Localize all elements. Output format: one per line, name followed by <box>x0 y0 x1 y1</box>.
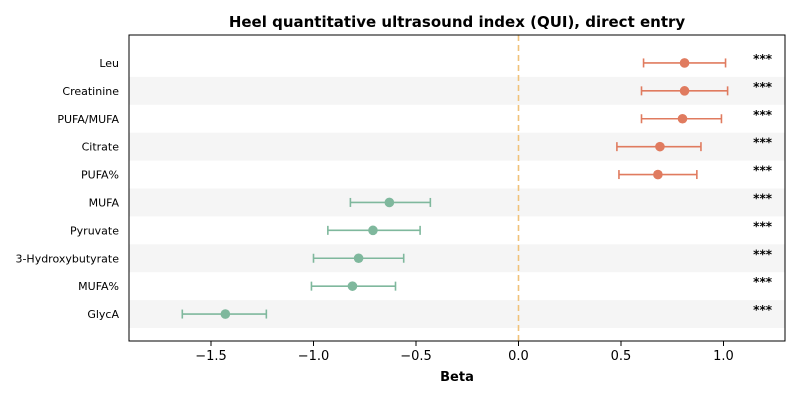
significance-label: *** <box>753 52 773 66</box>
plot-frame <box>128 34 786 342</box>
significance-label: *** <box>753 247 773 261</box>
y-tick-label: 3-Hydroxybutyrate <box>15 252 119 265</box>
significance-label: *** <box>753 191 773 205</box>
significance-label: *** <box>753 219 773 233</box>
y-tick-label: Citrate <box>82 141 120 154</box>
estimates-group <box>181 58 729 319</box>
row-band <box>129 244 785 273</box>
x-tick-label: 1.0 <box>713 349 734 364</box>
significance-label: *** <box>753 108 773 122</box>
y-tick-label: Creatinine <box>62 85 119 98</box>
significance-label: *** <box>753 275 773 289</box>
estimate-point <box>347 281 358 291</box>
y-tick-label: MUFA% <box>78 280 119 293</box>
estimate-point <box>679 58 690 68</box>
estimate-point <box>353 253 364 264</box>
x-tick-label: 0.5 <box>611 349 632 364</box>
y-tick-labels: Leu Creatinine PUFA/MUFA Citrate PUFA% MUFA Py… <box>15 57 119 321</box>
y-tick-label: PUFA/MUFA <box>57 113 119 126</box>
estimate-point <box>677 113 688 124</box>
estimate-point <box>384 197 395 208</box>
x-tick-label: −1.5 <box>195 349 227 364</box>
x-tick-label: −1.0 <box>298 349 330 364</box>
x-tick-label: −0.5 <box>400 349 432 364</box>
y-tick-label: MUFA <box>89 196 120 209</box>
x-tick-label: 0.0 <box>508 349 529 364</box>
x-axis-label: Beta <box>440 370 474 385</box>
row-bands <box>129 76 785 328</box>
estimate-point <box>220 309 231 319</box>
significance-label: *** <box>753 136 773 150</box>
significance-label: *** <box>753 80 773 94</box>
estimate-point <box>679 86 690 96</box>
y-tick-label: Pyruvate <box>70 224 119 237</box>
row-band <box>129 188 785 217</box>
significance-label: *** <box>753 164 773 178</box>
estimate-point <box>653 169 663 180</box>
y-tick-label: Leu <box>99 57 119 70</box>
significance-label: *** <box>753 303 773 317</box>
y-tick-label: PUFA% <box>81 169 119 182</box>
estimate-point <box>368 225 378 236</box>
significance-labels: *** *** *** *** *** *** *** *** *** *** <box>753 52 773 317</box>
estimate-point <box>655 141 665 152</box>
x-axis: −1.5 −1.0 −0.5 0.0 0.5 1.0 <box>195 341 734 364</box>
y-tick-label: GlycA <box>87 308 119 321</box>
chart-title: Heel quantitative ultrasound index (QUI)… <box>229 13 686 31</box>
